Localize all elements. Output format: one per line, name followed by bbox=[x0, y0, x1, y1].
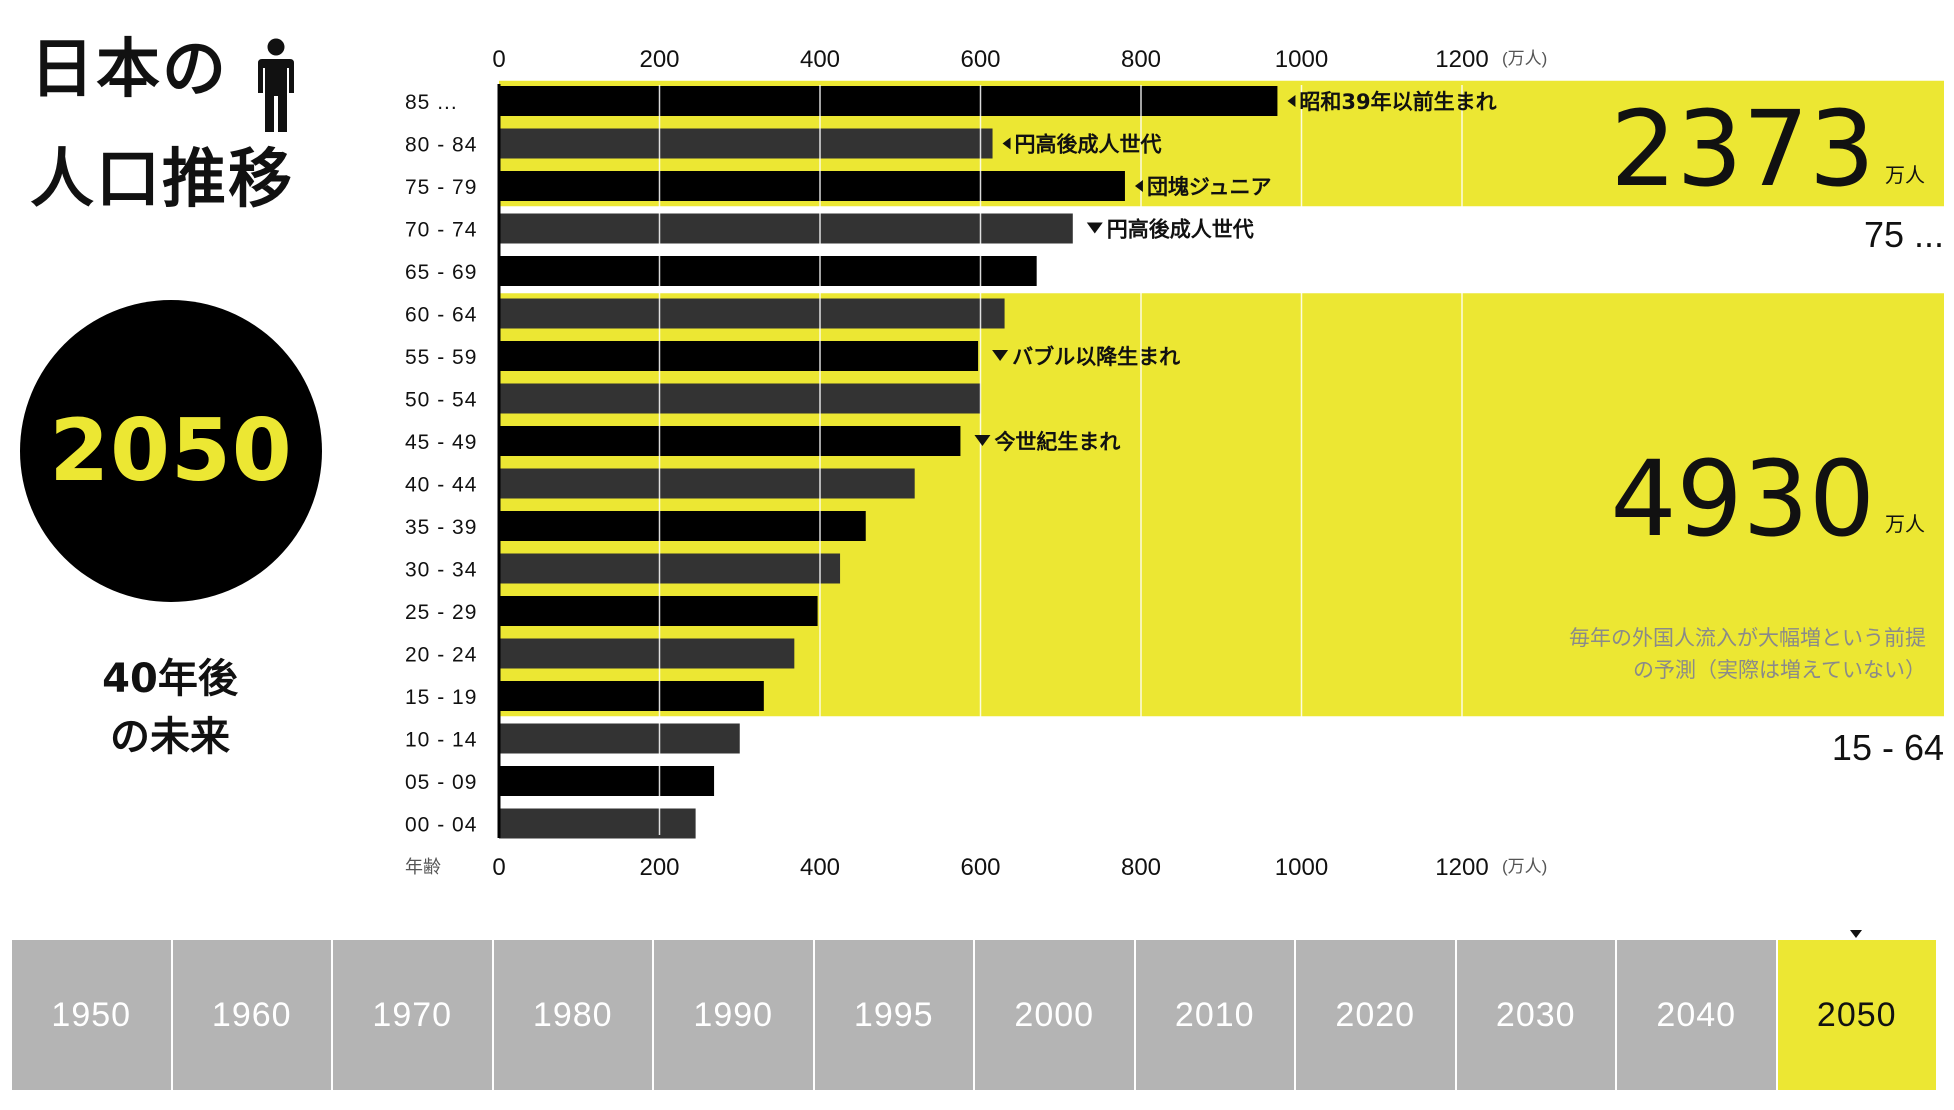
x-tick-bottom-1000: 1000 bbox=[1275, 854, 1328, 881]
caption-line-2: の未来 bbox=[110, 714, 230, 760]
group-total-unit: 万人 bbox=[1885, 163, 1925, 187]
annotation-marker-icon bbox=[974, 435, 991, 446]
annotation-label: 今世紀生まれ bbox=[994, 430, 1120, 454]
caption-line-1: 40年後 bbox=[102, 656, 238, 702]
group-total-unit: 万人 bbox=[1885, 512, 1925, 536]
timeline-year-2010[interactable]: 2010 bbox=[1135, 940, 1296, 1090]
x-tick-top-0: 0 bbox=[492, 46, 505, 73]
annotation-marker-icon bbox=[1287, 95, 1296, 107]
bar-50-54 bbox=[499, 383, 981, 414]
x-tick-bottom-1200: 1200 bbox=[1435, 854, 1488, 881]
timeline-year-2050[interactable]: 2050 bbox=[1777, 940, 1938, 1090]
age-label: 80 - 84 bbox=[405, 134, 477, 157]
timeline-year-1950[interactable]: 1950 bbox=[12, 940, 173, 1090]
x-tick-bottom-400: 400 bbox=[800, 854, 840, 881]
group-label-75-plus: 75 ... bbox=[1864, 214, 1944, 255]
person-icon bbox=[256, 38, 296, 138]
age-label: 70 - 74 bbox=[405, 219, 477, 242]
group-label-15-64: 15 - 64 bbox=[1832, 727, 1944, 768]
x-tick-top-600: 600 bbox=[960, 46, 1000, 73]
age-header: 年齢 bbox=[405, 857, 441, 877]
bar-55-59 bbox=[499, 341, 979, 371]
bar-25-29 bbox=[499, 596, 818, 626]
bar-65-69 bbox=[499, 256, 1037, 286]
age-label: 55 - 59 bbox=[405, 346, 477, 369]
year-badge-text: 2050 bbox=[49, 401, 293, 501]
bar-35-39 bbox=[499, 511, 866, 541]
title-line-2: 人口推移 bbox=[30, 143, 294, 217]
age-label: 05 - 09 bbox=[405, 771, 477, 794]
annotation-marker-icon bbox=[992, 350, 1009, 361]
bar-20-24 bbox=[499, 638, 795, 669]
annotation-label: 団塊ジュニア bbox=[1147, 175, 1272, 199]
timeline-pointer-icon bbox=[1850, 930, 1862, 938]
bar-00-04 bbox=[499, 808, 696, 839]
group-total-15-64: 4930 bbox=[1610, 438, 1875, 560]
timeline-year-2040[interactable]: 2040 bbox=[1617, 940, 1778, 1090]
year-badge: 2050 bbox=[20, 300, 322, 602]
x-tick-top-1200: 1200 bbox=[1435, 46, 1488, 73]
timeline-year-2020[interactable]: 2020 bbox=[1296, 940, 1457, 1090]
timeline-year-2000[interactable]: 2000 bbox=[975, 940, 1136, 1090]
unit-label-bottom: (万人) bbox=[1502, 857, 1547, 876]
bar-85- bbox=[499, 86, 1278, 116]
annotation-label: 円高後成人世代 bbox=[1015, 133, 1162, 157]
x-tick-top-200: 200 bbox=[639, 46, 679, 73]
age-label: 60 - 64 bbox=[405, 304, 477, 327]
bar-10-14 bbox=[499, 723, 740, 754]
annotation-marker-icon bbox=[1134, 180, 1143, 192]
timeline-year-1995[interactable]: 1995 bbox=[814, 940, 975, 1090]
x-tick-bottom-800: 800 bbox=[1121, 854, 1161, 881]
age-label: 75 - 79 bbox=[405, 176, 477, 199]
group-total-75-plus: 2373 bbox=[1610, 88, 1875, 210]
annotation-label: バブル以降生まれ bbox=[1012, 345, 1180, 369]
x-tick-bottom-0: 0 bbox=[492, 854, 505, 881]
age-label: 20 - 24 bbox=[405, 644, 477, 667]
age-label: 35 - 39 bbox=[405, 516, 477, 539]
age-label: 15 - 19 bbox=[405, 686, 477, 709]
title-line-1: 日本の bbox=[30, 33, 228, 107]
bar-45-49 bbox=[499, 426, 961, 456]
age-label: 45 - 49 bbox=[405, 431, 477, 454]
x-tick-top-1000: 1000 bbox=[1275, 46, 1328, 73]
age-label: 10 - 14 bbox=[405, 729, 477, 752]
annotation-label: 円高後成人世代 bbox=[1107, 218, 1254, 242]
population-chart: 0 0 200 200 400 400 600 600 800 800 1000 1000 1200 12… bbox=[405, 46, 1944, 881]
group-note-line-1: 毎年の外国人流入が大幅増という前提 bbox=[1569, 626, 1926, 650]
timeline-year-1960[interactable]: 1960 bbox=[172, 940, 333, 1090]
annotation-marker-icon bbox=[1002, 137, 1011, 150]
timeline-year-1990[interactable]: 1990 bbox=[654, 940, 815, 1090]
bar-60-64 bbox=[499, 298, 1005, 329]
timeline: 1950 1960 1970 1980 1990 1995 2000 2010 2020 2030… bbox=[12, 940, 1938, 1090]
timeline-year-1980[interactable]: 1980 bbox=[493, 940, 654, 1090]
age-label: 40 - 44 bbox=[405, 474, 477, 497]
age-label: 85 ... bbox=[405, 91, 458, 114]
bar-40-44 bbox=[499, 468, 915, 499]
x-tick-bottom-200: 200 bbox=[639, 854, 679, 881]
bar-75-79 bbox=[499, 171, 1125, 201]
age-label: 50 - 54 bbox=[405, 389, 477, 412]
unit-label-top: (万人) bbox=[1502, 49, 1547, 68]
age-label: 65 - 69 bbox=[405, 261, 477, 284]
bar-30-34 bbox=[499, 553, 841, 584]
group-note-line-2: の予測（実際は増えていない） bbox=[1633, 658, 1926, 682]
age-label: 00 - 04 bbox=[405, 814, 477, 837]
bar-15-19 bbox=[499, 681, 764, 711]
age-label: 30 - 34 bbox=[405, 559, 477, 582]
bar-05-09 bbox=[499, 766, 715, 796]
x-tick-top-800: 800 bbox=[1121, 46, 1161, 73]
x-tick-top-400: 400 bbox=[800, 46, 840, 73]
age-label: 25 - 29 bbox=[405, 601, 477, 624]
timeline-year-2030[interactable]: 2030 bbox=[1456, 940, 1617, 1090]
timeline-year-1970[interactable]: 1970 bbox=[333, 940, 494, 1090]
caption: 40年後 の未来 bbox=[60, 650, 280, 766]
annotation-label: 昭和39年以前生まれ bbox=[1299, 90, 1496, 114]
x-tick-bottom-600: 600 bbox=[960, 854, 1000, 881]
bar-70-74 bbox=[499, 213, 1073, 244]
bar-80-84 bbox=[499, 128, 993, 159]
annotation-marker-icon bbox=[1086, 222, 1103, 234]
